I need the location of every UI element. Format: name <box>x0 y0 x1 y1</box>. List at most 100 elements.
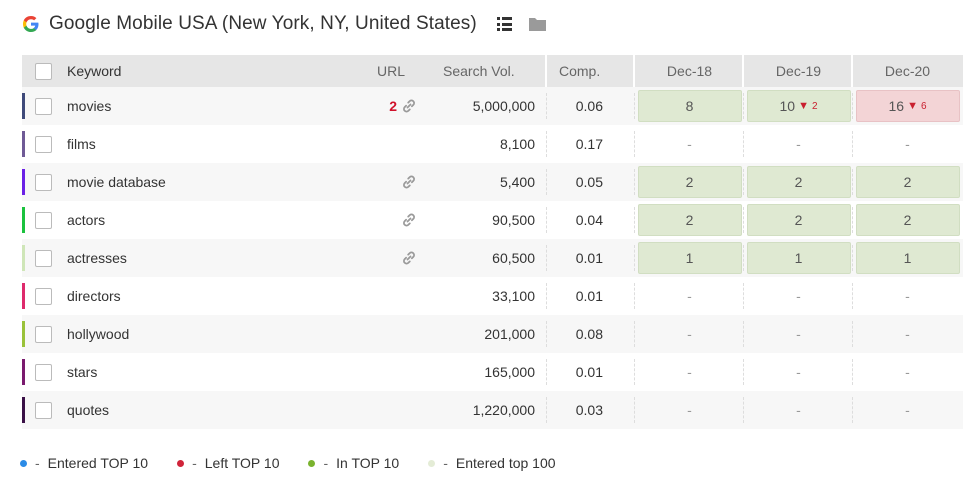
keyword-cell[interactable]: actors <box>67 212 106 228</box>
position-cell[interactable]: - <box>747 394 851 426</box>
column-date[interactable]: Dec-18 <box>666 63 713 79</box>
list-view-icon[interactable] <box>496 17 513 31</box>
position-cell[interactable]: - <box>856 128 960 160</box>
link-icon[interactable] <box>401 98 417 114</box>
keyword-color-bar <box>22 93 25 119</box>
position-cell[interactable]: - <box>638 318 742 350</box>
position-cell[interactable]: - <box>638 128 742 160</box>
position-value: - <box>687 402 692 418</box>
column-date[interactable]: Dec-19 <box>775 63 822 79</box>
position-cell[interactable]: 2 <box>746 166 851 198</box>
link-icon[interactable] <box>401 174 417 190</box>
folder-icon[interactable] <box>528 17 546 31</box>
position-value: - <box>905 402 910 418</box>
row-checkbox[interactable] <box>35 363 52 381</box>
position-value: - <box>905 326 910 342</box>
competition-value: 0.05 <box>575 174 603 190</box>
column-keyword[interactable]: Keyword <box>67 63 122 79</box>
position-cell[interactable]: - <box>638 280 742 312</box>
link-icon[interactable] <box>401 212 417 228</box>
position-cell[interactable]: 2 <box>637 166 742 198</box>
position-cell[interactable]: 2 <box>637 204 742 236</box>
position-cell[interactable]: 1 <box>746 242 851 274</box>
keyword-cell[interactable]: directors <box>67 288 121 304</box>
search-volume-value: 8,100 <box>499 136 535 152</box>
competition-value: 0.17 <box>575 136 603 152</box>
legend-item: - In TOP 10 <box>308 455 399 471</box>
row-checkbox[interactable] <box>35 135 52 153</box>
position-value: - <box>905 288 910 304</box>
position-cell[interactable]: - <box>638 394 742 426</box>
row-checkbox[interactable] <box>35 211 52 229</box>
column-competition[interactable]: Comp. <box>559 63 601 79</box>
google-logo-icon <box>23 16 39 32</box>
table-row: films 8,100 0.17 - - - <box>22 125 963 163</box>
legend-item: - Entered top 100 <box>428 455 556 471</box>
keyword-cell[interactable]: movies <box>67 98 112 114</box>
row-checkbox[interactable] <box>35 249 52 267</box>
position-cell[interactable]: 16 ▼ 6 <box>855 90 960 122</box>
keyword-cell[interactable]: films <box>67 136 96 152</box>
position-cell[interactable]: - <box>856 280 960 312</box>
position-value: 1 <box>685 250 694 266</box>
row-checkbox[interactable] <box>35 401 52 419</box>
position-cell[interactable]: - <box>856 318 960 350</box>
position-cell[interactable]: - <box>747 318 851 350</box>
legend-dot <box>20 459 27 467</box>
competition-value: 0.04 <box>575 212 603 228</box>
column-date[interactable]: Dec-20 <box>884 63 931 79</box>
column-search-volume[interactable]: Search Vol. <box>443 63 515 79</box>
table-row: movie database 5,400 0.05 2 2 2 <box>22 163 963 201</box>
position-cell[interactable]: - <box>856 356 960 388</box>
position-cell[interactable]: 8 <box>637 90 742 122</box>
position-value: 1 <box>794 250 803 266</box>
select-all-checkbox[interactable] <box>35 62 52 80</box>
position-value: - <box>796 326 801 342</box>
position-value: - <box>687 364 692 380</box>
position-value: - <box>796 288 801 304</box>
keyword-cell[interactable]: actresses <box>67 250 127 266</box>
keyword-cell[interactable]: movie database <box>67 174 166 190</box>
legend-dot <box>177 459 185 467</box>
keyword-cell[interactable]: stars <box>67 364 98 380</box>
url-cell <box>347 125 427 163</box>
search-volume-value: 1,220,000 <box>472 402 535 418</box>
position-cell[interactable]: 2 <box>855 204 960 236</box>
position-cell[interactable]: - <box>747 356 851 388</box>
position-value: 2 <box>794 212 803 228</box>
keyword-color-bar <box>22 359 25 385</box>
position-cell[interactable]: 1 <box>637 242 742 274</box>
row-checkbox[interactable] <box>35 173 52 191</box>
position-cell[interactable]: - <box>856 394 960 426</box>
position-drop: ▼ 6 <box>907 100 927 112</box>
legend: - Entered TOP 10 - Left TOP 10 - In TOP 10 - En… <box>20 455 585 471</box>
column-url[interactable]: URL <box>377 63 406 79</box>
position-cell[interactable]: 10 ▼ 2 <box>746 90 851 122</box>
row-checkbox[interactable] <box>35 97 52 115</box>
row-checkbox[interactable] <box>35 287 52 305</box>
link-icon[interactable] <box>401 250 417 266</box>
position-cell[interactable]: 2 <box>746 204 851 236</box>
url-count[interactable]: 2 <box>389 98 397 114</box>
position-cell[interactable]: - <box>747 280 851 312</box>
down-arrow-icon: ▼ <box>798 100 809 112</box>
keyword-color-bar <box>22 397 25 423</box>
position-value: 10 <box>779 98 796 114</box>
position-value: 2 <box>903 212 912 228</box>
table-row: stars 165,000 0.01 - - - <box>22 353 963 391</box>
legend-label: Entered top 100 <box>455 455 556 471</box>
row-checkbox[interactable] <box>35 325 52 343</box>
keyword-color-bar <box>22 283 25 309</box>
url-cell <box>347 391 427 429</box>
keyword-cell[interactable]: hollywood <box>67 326 130 342</box>
position-drop: ▼ 2 <box>798 100 818 112</box>
position-value: 8 <box>685 98 694 114</box>
position-cell[interactable]: - <box>747 128 851 160</box>
position-cell[interactable]: 1 <box>855 242 960 274</box>
position-cell[interactable]: - <box>638 356 742 388</box>
competition-value: 0.01 <box>575 288 603 304</box>
position-value: 2 <box>903 174 912 190</box>
keyword-cell[interactable]: quotes <box>67 402 110 418</box>
position-cell[interactable]: 2 <box>855 166 960 198</box>
search-volume-value: 90,500 <box>492 212 535 228</box>
